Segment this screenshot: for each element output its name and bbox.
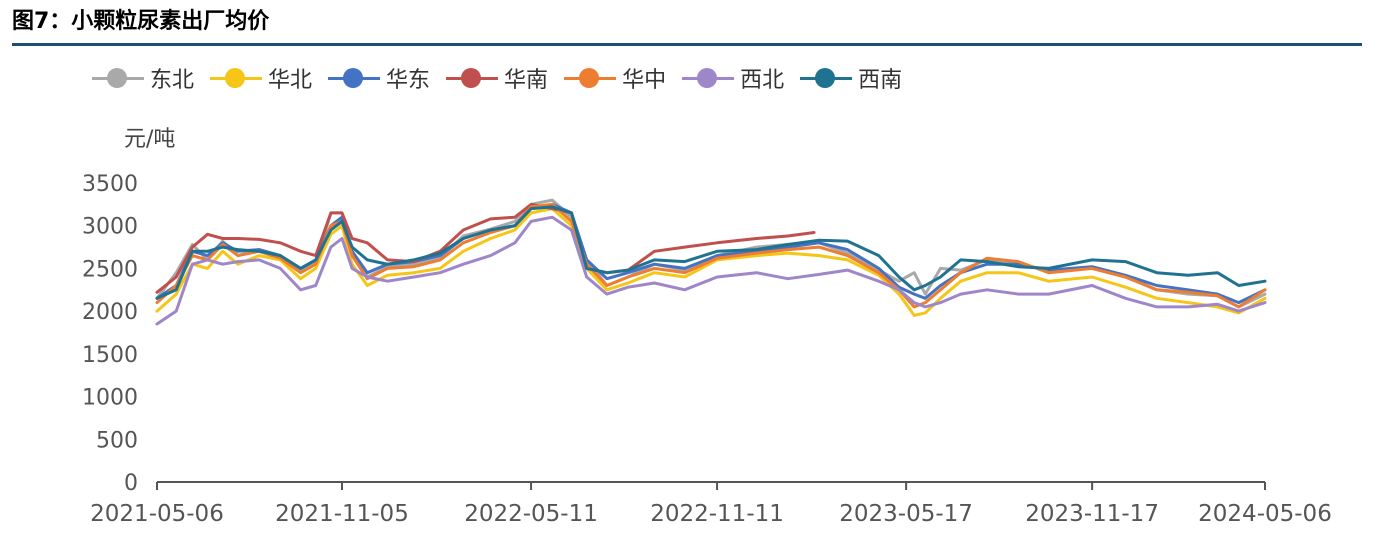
series-line-5 [155,202,1267,309]
y-tick-label: 500 [96,428,138,453]
x-tick-label: 2022-11-11 [650,501,784,527]
legend-swatch-icon [92,68,144,88]
chart-legend: 东北 华北 华东 华南 华中 西北 西南 [92,60,918,96]
legend-item[interactable]: 华北 [210,62,312,94]
y-tick-label: 3000 [82,215,138,240]
y-tick-label: 0 [124,471,138,496]
y-tick-label: 1000 [82,386,138,411]
x-tick-label: 2022-05-11 [464,501,598,527]
title-rule [12,43,1362,46]
legend-label: 华中 [622,68,667,93]
legend-swatch-icon [682,68,735,88]
legend-label: 华东 [386,68,431,93]
y-tick-label: 1500 [82,343,138,368]
x-tick-label: 2023-11-17 [1025,501,1159,527]
figure-title: 图7：小颗粒尿素出厂均价 [12,9,270,34]
x-tick-label: 2024-05-06 [1198,501,1332,527]
y-tick-label: 3500 [82,172,138,197]
legend-swatch-icon [564,68,617,88]
y-tick-label: 2500 [82,257,138,282]
legend-label: 华北 [268,68,313,93]
legend-item[interactable]: 西南 [800,62,902,94]
y-axis: 0 500 1000 1500 2000 2500 3000 3500 [82,172,138,496]
legend-swatch-icon [800,68,853,88]
legend-swatch-icon [328,68,381,88]
x-axis: 2021-05-06 2021-11-05 2022-05-11 2022-11-11… [90,481,1332,527]
x-tick-label: 2021-05-06 [90,501,224,527]
series-line-2 [155,207,1267,317]
y-axis-unit-label: 元/吨 [124,127,175,152]
legend-swatch-icon [446,68,499,88]
series-line-6 [155,215,1267,326]
legend-swatch-icon [210,68,263,88]
series-lines [155,198,1267,326]
series-line-7 [155,205,1267,300]
legend-item[interactable]: 东北 [92,62,194,94]
x-tick-label: 2021-11-05 [275,501,409,527]
legend-label: 西南 [858,68,903,93]
x-tick-label: 2023-05-17 [839,501,973,527]
legend-item[interactable]: 西北 [682,62,784,94]
legend-item[interactable]: 华中 [564,62,666,94]
legend-label: 东北 [150,68,195,93]
legend-label: 华南 [504,68,549,93]
legend-label: 西北 [740,68,785,93]
y-tick-label: 2000 [82,300,138,325]
legend-item[interactable]: 华东 [328,62,430,94]
legend-item[interactable]: 华南 [446,62,548,94]
